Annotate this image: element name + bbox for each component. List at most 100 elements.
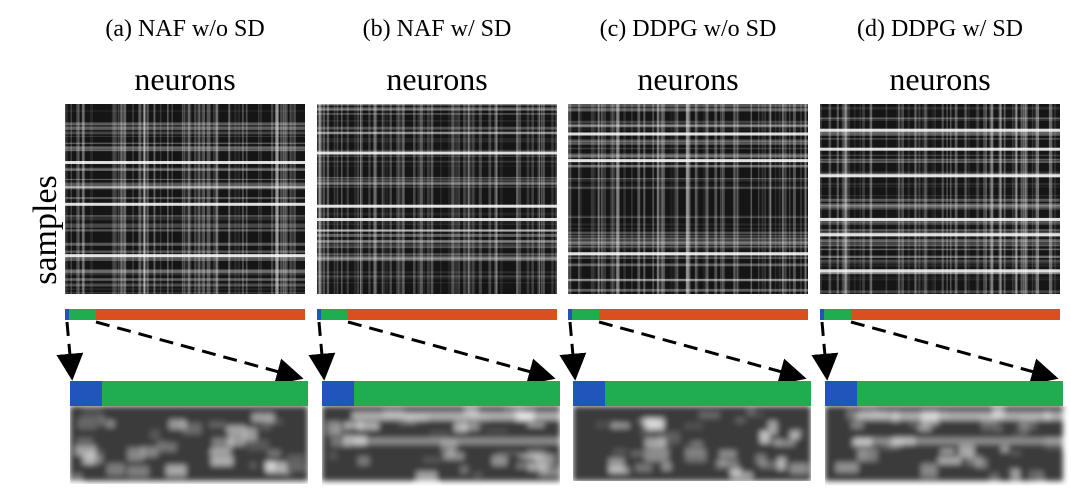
- zoom-blob: [835, 462, 859, 473]
- zoom-band: [352, 412, 560, 420]
- zoom-blob: [657, 431, 680, 444]
- zoom-blob: [472, 472, 483, 477]
- zoom-blob: [249, 462, 257, 469]
- zoom-blob: [259, 424, 272, 430]
- zoom-blob: [594, 420, 618, 429]
- zoom-band: [352, 438, 560, 444]
- zoom-blob: [168, 419, 186, 430]
- heatmap: [819, 104, 1060, 294]
- zoom-blob: [643, 417, 665, 429]
- zoom-blob: [416, 471, 438, 486]
- panel-title: (a) NAF w/o SD: [105, 16, 264, 42]
- heatmap: [63, 104, 305, 294]
- zoom-blue: [573, 381, 605, 406]
- zoom-blob: [777, 457, 786, 470]
- zoom-blob: [760, 460, 781, 469]
- zoom-blob: [76, 437, 93, 444]
- zoom-blob: [959, 444, 975, 458]
- zoom-blob: [150, 429, 160, 440]
- zoom-green: [70, 381, 308, 406]
- zoom-blob: [344, 421, 362, 429]
- zoom-blob: [719, 450, 737, 458]
- panel-title: (d) DDPG w/ SD: [857, 16, 1023, 42]
- zoom-blob: [635, 463, 652, 472]
- heatmap-bright-row: [317, 204, 557, 208]
- zoom-blob: [516, 463, 534, 469]
- zoom-blob: [127, 447, 144, 462]
- heatmap-bright-row: [820, 147, 1060, 151]
- heatmap-bright-row: [65, 202, 305, 206]
- zoom-band: [855, 438, 1063, 444]
- zoom-blob: [685, 448, 707, 463]
- zoom-blob: [608, 467, 630, 475]
- zoom-blob: [684, 422, 704, 430]
- bar-green: [824, 309, 851, 320]
- bar-orange: [317, 309, 557, 320]
- heatmap-bright-row: [568, 159, 808, 163]
- zoom-blob: [1000, 445, 1009, 453]
- heatmap-bright-row: [317, 151, 557, 155]
- zoom-blob: [399, 420, 417, 425]
- zoom-blob: [920, 463, 938, 478]
- zoom-blob: [496, 450, 521, 456]
- zoom-heatmap: [573, 406, 811, 481]
- zoom-blue: [322, 381, 354, 406]
- zoom-blob: [630, 450, 646, 457]
- zoom-blob: [846, 408, 855, 420]
- zoom-blob: [995, 427, 1004, 432]
- zoom-blob: [527, 422, 545, 427]
- zoom-heatmap: [322, 406, 560, 486]
- zoom-blob: [282, 465, 306, 472]
- zoom-blob: [938, 456, 962, 465]
- zoom-blob: [447, 448, 455, 456]
- zoom-blob: [211, 456, 234, 466]
- zoom-blob: [81, 406, 103, 419]
- bar-blue: [568, 309, 572, 320]
- zoom-blob: [1011, 469, 1021, 481]
- zoom-blob: [440, 440, 458, 452]
- zoom-blob: [491, 455, 508, 466]
- zoom-blob: [106, 463, 125, 476]
- zoom-blob: [1007, 467, 1019, 474]
- zoom-blob: [84, 455, 103, 464]
- zoom-blob: [698, 411, 720, 419]
- y-axis-label: samples: [27, 175, 64, 285]
- zoom-blob: [528, 464, 548, 472]
- zoom-blob: [247, 439, 269, 451]
- heatmap-bg: [65, 104, 305, 294]
- zoom-blob: [917, 425, 932, 432]
- heatmap-bright-row: [568, 252, 808, 256]
- zoom-blob: [523, 455, 530, 465]
- zoom-blob: [759, 438, 781, 444]
- zoom-blob: [940, 448, 955, 455]
- zoom-blob: [265, 461, 287, 474]
- heatmap-bright-row: [317, 218, 557, 221]
- heatmap-bright-row: [820, 233, 1060, 237]
- zoom-blob: [859, 407, 876, 417]
- zoom-blob: [287, 454, 305, 467]
- zoom-arrow: [95, 320, 304, 385]
- zoom-blob: [464, 408, 478, 415]
- zoom-blob: [760, 432, 770, 444]
- zoom-blob: [265, 461, 276, 471]
- zoom-blue: [70, 381, 102, 406]
- bar-blue: [65, 309, 69, 320]
- zoom-blob: [735, 417, 746, 424]
- bar-green: [69, 309, 96, 320]
- zoom-blob: [768, 420, 778, 435]
- zoom-blob: [429, 429, 449, 439]
- zoom-arrow: [850, 320, 1059, 385]
- bar-blue: [317, 309, 321, 320]
- bar-blue: [820, 309, 824, 320]
- zoom-blob: [1028, 470, 1043, 481]
- zoom-blob: [127, 465, 149, 477]
- zoom-blob: [746, 411, 764, 418]
- zoom-blob: [774, 439, 795, 447]
- heatmap: [567, 103, 808, 294]
- zoom-blob: [486, 429, 508, 434]
- zoom-blob: [455, 418, 478, 430]
- x-axis-label: neurons: [134, 61, 235, 97]
- zoom-arrow: [811, 321, 839, 381]
- panel-title: (c) DDPG w/o SD: [600, 16, 777, 42]
- zoom-green: [322, 381, 560, 406]
